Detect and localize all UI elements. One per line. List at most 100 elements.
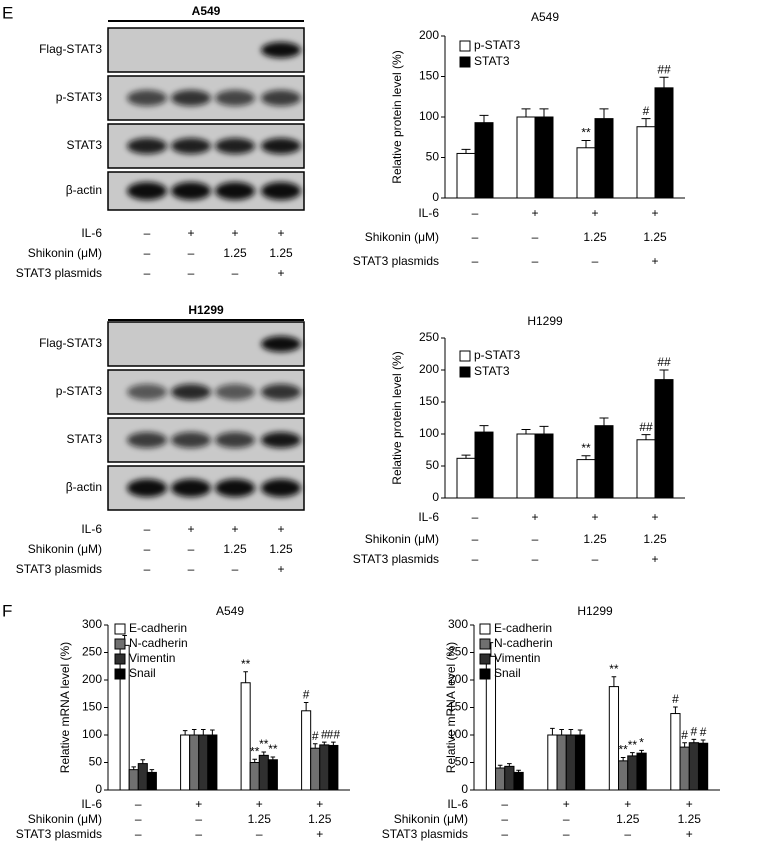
condition-value: 1.25 bbox=[223, 246, 247, 260]
condition-value: – bbox=[232, 562, 239, 576]
error-bar bbox=[303, 702, 309, 711]
error-bar bbox=[659, 76, 669, 88]
bar bbox=[240, 682, 251, 791]
bar bbox=[670, 713, 681, 791]
band bbox=[127, 90, 167, 106]
legend-label: Snail bbox=[494, 666, 521, 680]
error-bar bbox=[620, 757, 626, 761]
band bbox=[215, 479, 255, 497]
bar bbox=[516, 433, 536, 499]
bar bbox=[556, 734, 567, 791]
y-tick-label: 100 bbox=[448, 727, 468, 741]
bar bbox=[654, 87, 674, 199]
y-tick-label: 100 bbox=[419, 109, 439, 123]
bar bbox=[618, 760, 629, 791]
bar bbox=[137, 763, 148, 791]
bar bbox=[198, 734, 209, 791]
band bbox=[261, 479, 301, 497]
legend-label: STAT3 bbox=[474, 364, 510, 378]
condition-value: + bbox=[651, 206, 658, 220]
band bbox=[261, 138, 301, 154]
band bbox=[127, 432, 167, 448]
bar bbox=[267, 759, 278, 791]
bar bbox=[207, 734, 218, 791]
band bbox=[215, 432, 255, 448]
condition-value: – bbox=[532, 532, 539, 546]
error-bar bbox=[210, 729, 215, 735]
condition-label: Shikonin (μM) bbox=[28, 812, 102, 826]
y-tick-label: 50 bbox=[426, 458, 440, 472]
y-tick-label: 250 bbox=[419, 330, 439, 344]
bar bbox=[576, 459, 596, 499]
legend-swatch bbox=[114, 623, 126, 635]
band bbox=[261, 182, 301, 200]
condition-value: + bbox=[187, 226, 194, 240]
blot-title: A549 bbox=[192, 4, 221, 18]
band bbox=[215, 384, 255, 400]
bar bbox=[474, 122, 494, 199]
y-tick-label: 150 bbox=[82, 700, 102, 714]
significance: * bbox=[639, 736, 644, 750]
error-bar bbox=[691, 738, 697, 743]
error-bar bbox=[461, 148, 471, 154]
error-bar bbox=[641, 434, 651, 440]
condition-value: 1.25 bbox=[269, 246, 293, 260]
significance: ## bbox=[657, 62, 671, 76]
y-axis-label: Relative protein level (%) bbox=[390, 351, 404, 484]
y-axis-label: Relative mRNA level (%) bbox=[444, 642, 458, 773]
significance: ## bbox=[639, 420, 653, 434]
condition-value: – bbox=[135, 812, 142, 826]
condition-value: – bbox=[532, 254, 539, 268]
bar bbox=[534, 433, 554, 499]
condition-value: + bbox=[231, 226, 238, 240]
legend-label: p-STAT3 bbox=[474, 38, 521, 52]
condition-label: Shikonin (μM) bbox=[365, 230, 439, 244]
error-bar bbox=[599, 417, 609, 426]
bar bbox=[576, 147, 596, 199]
error-bar bbox=[641, 118, 651, 127]
condition-value: – bbox=[472, 206, 479, 220]
condition-label: STAT3 plasmids bbox=[382, 827, 468, 841]
condition-value: – bbox=[592, 552, 599, 566]
legend-label: N-cadherin bbox=[494, 636, 553, 650]
error-bar bbox=[639, 749, 644, 754]
bar bbox=[495, 767, 506, 791]
significance: ** bbox=[250, 744, 260, 758]
bar bbox=[310, 747, 321, 791]
y-tick-label: 150 bbox=[419, 69, 439, 83]
band bbox=[261, 432, 301, 448]
error-bar bbox=[521, 429, 531, 434]
condition-value: + bbox=[531, 206, 538, 220]
condition-value: – bbox=[472, 254, 479, 268]
band bbox=[127, 384, 167, 400]
condition-value: + bbox=[277, 266, 284, 280]
condition-value: – bbox=[144, 522, 151, 536]
bar bbox=[534, 116, 554, 199]
condition-value: + bbox=[651, 552, 658, 566]
bar bbox=[128, 769, 139, 791]
condition-value: – bbox=[232, 266, 239, 280]
y-tick-label: 200 bbox=[419, 28, 439, 42]
condition-value: 1.25 bbox=[678, 812, 702, 826]
condition-value: – bbox=[256, 827, 263, 841]
significance: # bbox=[303, 688, 310, 702]
significance: ** bbox=[268, 742, 278, 756]
condition-label: Shikonin (μM) bbox=[28, 542, 102, 556]
bar bbox=[146, 771, 157, 791]
significance: # bbox=[700, 725, 707, 739]
condition-value: – bbox=[472, 552, 479, 566]
y-tick-label: 0 bbox=[95, 782, 102, 796]
condition-label: STAT3 plasmids bbox=[16, 827, 102, 841]
condition-value: + bbox=[195, 797, 202, 811]
condition-value: + bbox=[277, 562, 284, 576]
condition-value: + bbox=[651, 254, 658, 268]
error-bar bbox=[461, 454, 471, 459]
condition-value: 1.25 bbox=[643, 532, 667, 546]
legend-label: Snail bbox=[129, 666, 156, 680]
y-tick-label: 0 bbox=[432, 190, 439, 204]
significance: ** bbox=[581, 441, 591, 455]
bar bbox=[456, 152, 476, 199]
error-bar bbox=[539, 425, 549, 434]
error-bar bbox=[550, 727, 555, 735]
